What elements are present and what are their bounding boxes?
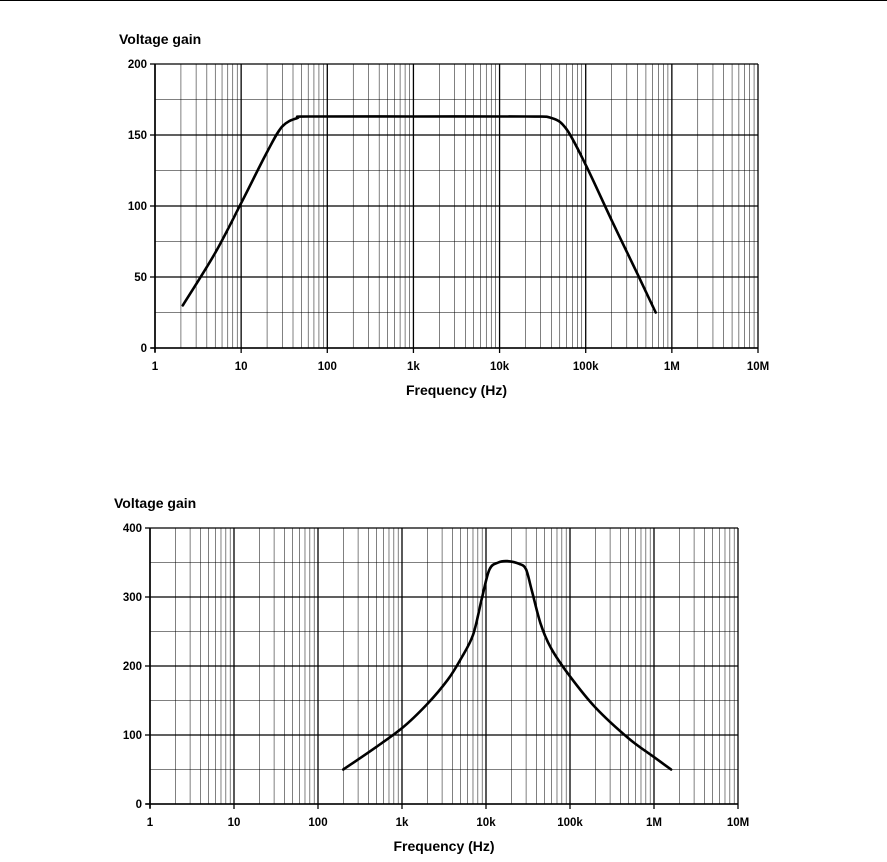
y-tick-label: 150 [128, 130, 147, 142]
y-tick-label: 300 [123, 592, 142, 604]
chart-1-voltage-gain-bandpass: 0 100 200 300 400 1 10 100 1k 10k 100k 1M 10M Voltage… [114, 495, 749, 854]
x-tick-label: 1k [407, 361, 420, 373]
x-tick-label: 1k [396, 817, 409, 829]
series-line-0 [181, 115, 657, 314]
y-tick-label: 0 [141, 343, 147, 355]
y-tick-label: 100 [128, 201, 147, 213]
x-tick-label: 100 [308, 817, 327, 829]
y-tick-label: 200 [123, 661, 142, 673]
x-tick-label: 10M [747, 361, 769, 373]
x-tick-label: 10 [235, 361, 248, 373]
page-top-rule [0, 0, 887, 1]
x-tick-label: 1M [664, 361, 680, 373]
series-line-0 [342, 559, 673, 771]
x-tick-label: 10 [228, 817, 241, 829]
y-tick-label: 50 [134, 272, 147, 284]
y-tick-label: 400 [123, 523, 142, 535]
y-tick-label: 100 [123, 730, 142, 742]
x-axis-label: Frequency (Hz) [406, 382, 507, 398]
chart-0-voltage-gain-bandwidth: 0 50 100 150 200 1 10 100 1k 10k 100k 1M 10M Voltage … [119, 31, 769, 398]
x-tick-label: 100k [557, 817, 583, 829]
y-axis-label: Voltage gain [114, 495, 196, 511]
y-axis-label: Voltage gain [119, 31, 201, 47]
x-axis-label: Frequency (Hz) [393, 838, 494, 854]
x-tick-label: 1 [147, 817, 154, 829]
x-tick-label: 100 [318, 361, 337, 373]
y-tick-label: 200 [128, 59, 147, 71]
x-tick-label: 10M [727, 817, 749, 829]
x-tick-label: 10k [476, 817, 496, 829]
x-tick-label: 1M [646, 817, 662, 829]
grid [149, 527, 739, 805]
x-tick-label: 100k [573, 361, 599, 373]
x-tick-label: 10k [490, 361, 510, 373]
grid [154, 63, 759, 349]
x-tick-label: 1 [152, 361, 159, 373]
y-tick-label: 0 [136, 799, 142, 811]
